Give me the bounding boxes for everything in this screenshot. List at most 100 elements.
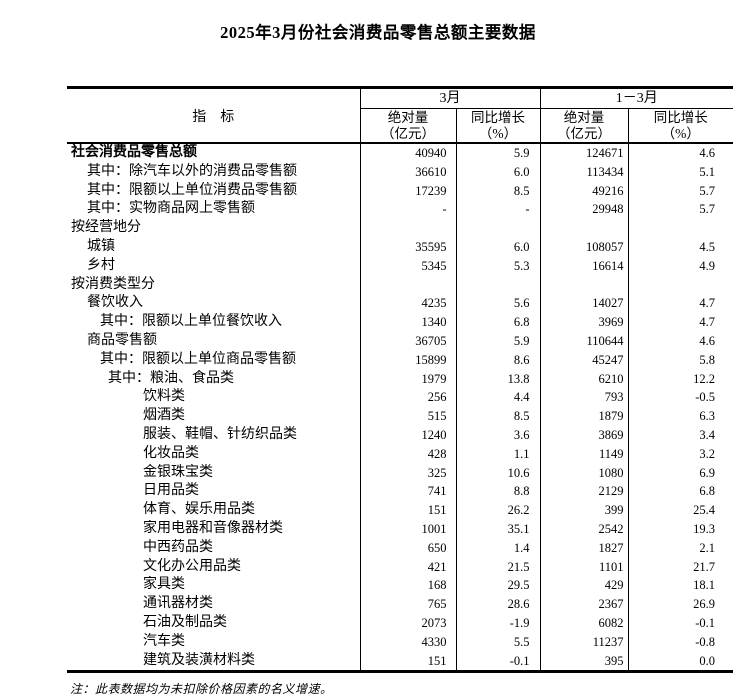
row-value: 325: [359, 463, 456, 483]
row-value: 8.5: [455, 407, 540, 426]
column-header-line1: 同比增长: [471, 109, 525, 125]
table-row: 其中：限额以上单位消费品零售额 17239 8.5 49216 5.7: [67, 181, 733, 201]
row-value: 6.3: [627, 407, 733, 426]
row-label: 烟酒类: [143, 408, 185, 424]
table-row: 汽车类 4330 5.5 11237 -0.8: [67, 632, 733, 652]
row-value: 4.4: [455, 388, 540, 408]
row-value: 6.0: [455, 237, 540, 257]
page-title: 2025年3月份社会消费品零售总额主要数据: [220, 23, 536, 42]
row-value: 12.2: [627, 369, 733, 389]
row-value: 5.6: [455, 294, 540, 314]
row-value: 3969: [539, 313, 628, 332]
row-value: 151: [359, 651, 456, 672]
row-label: 其中：粮油、食品类: [108, 370, 234, 386]
row-value: 1.1: [455, 444, 540, 464]
table-header: 指 标 3月 1－3月 绝对量 （亿元） 同比增长 （%） 绝对量 （亿元）: [67, 87, 733, 144]
row-value: 4.9: [627, 256, 733, 276]
row-label: 其中：限额以上单位商品零售额: [100, 351, 296, 367]
row-value: 5.8: [627, 350, 733, 370]
row-value: 741: [359, 482, 456, 502]
row-value: 2129: [539, 482, 628, 502]
row-value: 10.6: [455, 463, 540, 483]
column-header-jan-mar-absolute: 绝对量 （亿元）: [539, 108, 628, 144]
row-value: 168: [359, 576, 456, 596]
table-row: 烟酒类 515 8.5 1879 6.3: [67, 407, 733, 426]
row-value: 5.9: [455, 143, 540, 163]
row-label: 建筑及装潢材料类: [143, 652, 255, 668]
column-header-line1: 同比增长: [653, 109, 708, 125]
table-row: 通讯器材类 765 28.6 2367 26.9: [67, 595, 733, 614]
row-value: 515: [359, 407, 456, 426]
row-value: 5.9: [455, 331, 540, 351]
table-row: 建筑及装潢材料类 151 -0.1 395 0.0: [67, 651, 733, 672]
row-value: 3.4: [627, 425, 733, 445]
header-group-row: 指 标 3月 1－3月: [67, 87, 733, 144]
row-label: 按经营地分: [71, 220, 141, 236]
row-value: 1340: [359, 313, 456, 332]
row-value: 40940: [359, 143, 456, 163]
table-body: 社会消费品零售总额 40940 5.9 124671 4.6 其中：除汽车以外的…: [67, 143, 733, 672]
row-value: 29.5: [455, 576, 540, 596]
table-row: 中西药品类 650 1.4 1827 2.1: [67, 538, 733, 558]
column-header-line2: （%）: [478, 125, 518, 141]
row-value: 421: [359, 557, 456, 577]
row-label: 中西药品类: [143, 539, 213, 555]
table-row: 日用品类 741 8.8 2129 6.8: [67, 482, 733, 502]
row-value: -: [359, 200, 456, 220]
row-value: -0.1: [627, 613, 733, 633]
retail-sales-table: 指 标 3月 1－3月 绝对量 （亿元） 同比增长 （%） 绝对量 （亿元）: [67, 86, 733, 674]
row-value: 36610: [359, 162, 456, 182]
row-value: 19.3: [627, 519, 733, 539]
row-value: 1.4: [455, 538, 540, 558]
row-value: 14027: [539, 294, 628, 314]
row-value: 28.6: [455, 595, 540, 614]
row-value: 45247: [539, 350, 628, 370]
row-value: -: [455, 200, 540, 220]
row-label: 商品零售额: [87, 332, 157, 348]
row-value: 8.5: [455, 181, 540, 201]
row-value: 429: [539, 576, 628, 596]
row-value: [359, 275, 456, 295]
row-value: 16614: [539, 256, 628, 276]
row-label: 石油及制品类: [143, 614, 227, 630]
row-value: 5.5: [455, 632, 540, 652]
row-label: 其中：限额以上单位消费品零售额: [87, 182, 297, 198]
row-value: 2.1: [627, 538, 733, 558]
column-header-line1: 绝对量: [563, 109, 605, 125]
row-value: 6.8: [627, 482, 733, 502]
row-value: 6.0: [455, 162, 540, 182]
column-header-march-growth: 同比增长 （%）: [455, 108, 540, 144]
table-row: 饮料类 256 4.4 793 -0.5: [67, 388, 733, 408]
row-value: 2542: [539, 519, 628, 539]
row-value: 108057: [539, 237, 628, 257]
table-row: 其中：粮油、食品类 1979 13.8 6210 12.2: [67, 369, 733, 389]
row-value: -0.8: [627, 632, 733, 652]
row-value: 18.1: [627, 576, 733, 596]
row-label: 城镇: [87, 238, 115, 254]
column-group-jan-to-march: 1－3月: [539, 87, 733, 109]
row-value: 5345: [359, 256, 456, 276]
row-value: 399: [539, 501, 628, 520]
row-value: 1979: [359, 369, 456, 389]
row-value: 13.8: [455, 369, 540, 389]
row-label: 其中：除汽车以外的消费品零售额: [87, 163, 297, 179]
row-label: 服装、鞋帽、针纺织品类: [143, 426, 297, 442]
table-row: 文化办公用品类 421 21.5 1101 21.7: [67, 557, 733, 577]
row-label: 金银珠宝类: [143, 464, 213, 480]
table-row: 乡村 5345 5.3 16614 4.9: [67, 256, 733, 276]
row-value: -1.9: [455, 613, 540, 633]
column-header-line2: （亿元）: [557, 125, 611, 141]
row-value: 1080: [539, 463, 628, 483]
row-value: 15899: [359, 350, 456, 370]
row-value: 21.7: [627, 557, 733, 577]
row-value: 2367: [539, 595, 628, 614]
table-row: 家具类 168 29.5 429 18.1: [67, 576, 733, 596]
row-value: 1827: [539, 538, 628, 558]
row-value: 5.7: [627, 200, 733, 220]
row-value: 25.4: [627, 501, 733, 520]
row-value: 29948: [539, 200, 628, 220]
row-value: 793: [539, 388, 628, 408]
table-row: 其中：除汽车以外的消费品零售额 36610 6.0 113434 5.1: [67, 162, 733, 182]
row-value: 3.2: [627, 444, 733, 464]
row-value: 113434: [539, 162, 628, 182]
